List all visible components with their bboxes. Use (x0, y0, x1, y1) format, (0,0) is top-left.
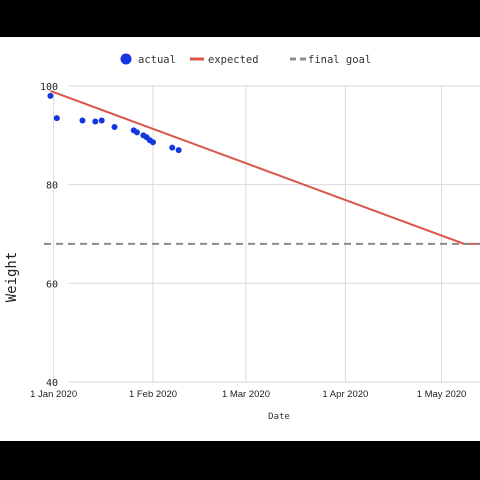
actual-point (92, 118, 99, 125)
y-tick-label: 80 (46, 181, 58, 192)
actual-point (98, 117, 105, 124)
legend: actual expected final goal (120, 53, 371, 66)
gridlines (53, 85, 480, 383)
actual-point (133, 129, 140, 136)
chart-panel: actual expected final goal 40 60 80 100 1 Jan… (0, 37, 480, 441)
y-tick-label: 100 (40, 82, 58, 93)
actual-point (79, 117, 86, 124)
y-tick-label: 60 (46, 279, 58, 290)
legend-label: actual (138, 54, 176, 66)
x-tick-label: 1 Apr 2020 (322, 389, 368, 400)
actual-point (150, 139, 156, 146)
y-tick-label: 40 (46, 378, 58, 389)
y-tick-labels: 40 60 80 100 (40, 82, 58, 389)
actual-point (175, 147, 182, 154)
x-tick-labels: 1 Jan 2020 1 Feb 2020 1 Mar 2020 1 Apr 2020… (30, 389, 466, 400)
legend-item-expected: expected (190, 54, 259, 66)
actual-point (47, 92, 54, 99)
legend-label: final goal (308, 54, 371, 66)
legend-item-actual: actual (120, 53, 176, 66)
actual-point (53, 115, 60, 122)
x-tick-label: 1 May 2020 (417, 389, 467, 400)
x-axis-label: Date (268, 412, 290, 422)
legend-label: expected (208, 54, 259, 66)
legend-item-final-goal: final goal (290, 54, 371, 66)
actual-point (111, 123, 118, 130)
y-axis-label: Weight (4, 252, 20, 303)
x-tick-label: 1 Jan 2020 (30, 389, 77, 400)
x-tick-label: 1 Mar 2020 (222, 389, 270, 400)
x-tick-label: 1 Feb 2020 (129, 389, 177, 400)
series-layer (44, 89, 480, 245)
legend-marker-actual (120, 53, 132, 65)
actual-point (169, 144, 176, 151)
expected-line (50, 89, 480, 245)
weight-chart: actual expected final goal 40 60 80 100 1 Jan… (4, 53, 480, 422)
